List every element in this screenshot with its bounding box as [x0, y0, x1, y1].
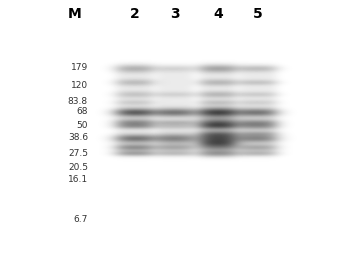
- Text: 179: 179: [71, 62, 88, 71]
- Text: 6.7: 6.7: [73, 215, 88, 225]
- Text: 3: 3: [170, 7, 180, 21]
- Text: 16.1: 16.1: [68, 175, 88, 183]
- Text: 50: 50: [77, 121, 88, 131]
- Text: M: M: [68, 7, 82, 21]
- Text: 27.5: 27.5: [68, 149, 88, 159]
- Text: 2: 2: [130, 7, 140, 21]
- Text: 4: 4: [213, 7, 223, 21]
- Text: 68: 68: [77, 107, 88, 117]
- Text: 38.6: 38.6: [68, 133, 88, 142]
- Text: 5: 5: [253, 7, 263, 21]
- Text: 83.8: 83.8: [68, 97, 88, 106]
- Text: 120: 120: [71, 81, 88, 90]
- Text: 20.5: 20.5: [68, 163, 88, 172]
